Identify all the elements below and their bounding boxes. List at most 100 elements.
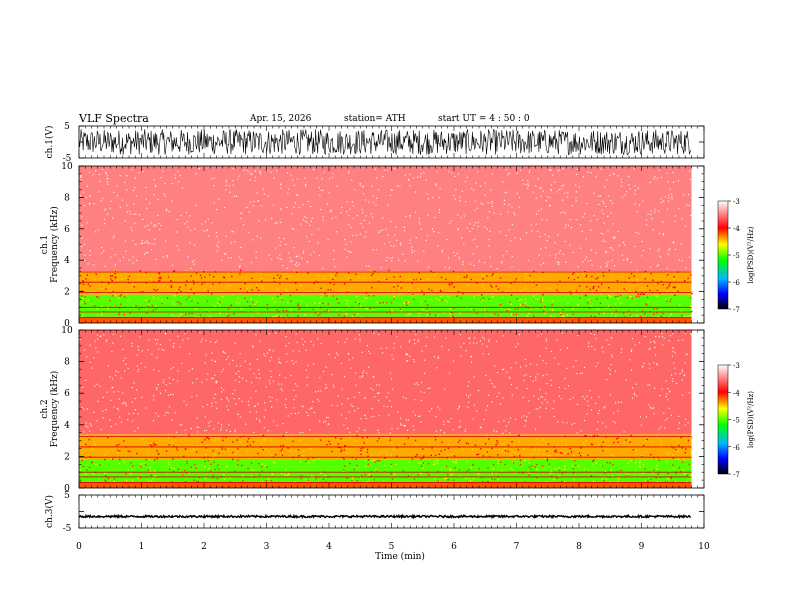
ch2-spectrogram-speckle xyxy=(158,370,160,372)
ch1-spectrogram-speckle xyxy=(193,293,195,295)
ch1-spectrogram-speckle xyxy=(527,259,529,262)
ch2-spectrogram-speckle xyxy=(164,414,166,416)
ch1-spectrogram-speckle xyxy=(308,240,311,242)
ch2-spectrogram-speckle xyxy=(431,408,433,410)
ch1-spectrogram-speckle xyxy=(260,237,262,239)
ch2-spectrogram-speckle xyxy=(684,424,686,426)
ch1-spectrogram-speckle xyxy=(539,285,541,287)
ch1-spectrogram-speckle xyxy=(546,240,548,242)
ch2-spectrogram-speckle xyxy=(386,396,388,398)
ch1-spectrogram-speckle xyxy=(165,208,167,210)
ch1-spectrogram-speckle xyxy=(348,273,350,276)
ch2-spectrogram-speckle xyxy=(601,478,603,481)
ch1-spectrogram-speckle xyxy=(262,188,264,190)
ch1-spectrogram-speckle xyxy=(658,233,661,235)
ch1-spectrogram-speckle xyxy=(185,299,188,301)
ch1-spectrogram-speckle xyxy=(366,308,369,310)
ch2-spectrogram-speckle xyxy=(633,394,635,396)
ch2-spectrogram-speckle xyxy=(415,334,417,336)
ch2-spectrogram-speckle xyxy=(270,376,272,378)
ch2-spectrogram-speckle xyxy=(617,437,619,439)
ch2-spectrogram-speckle xyxy=(125,479,128,482)
ch1-spectrogram-speckle xyxy=(595,252,597,254)
ch2-spectrogram-speckle xyxy=(440,450,442,452)
ch2-spectrogram-speckle xyxy=(204,466,206,468)
ch1-spectrogram-speckle xyxy=(186,280,188,282)
ch2-spectrogram-speckle xyxy=(652,472,654,474)
ch2-spectrogram-speckle xyxy=(171,419,173,421)
ch1-spectrogram-speckle xyxy=(198,316,201,318)
ch2-spectrogram-speckle xyxy=(386,437,388,439)
ch1-spectrogram-speckle xyxy=(650,213,652,216)
ch2-spectrogram-speckle xyxy=(86,356,88,358)
ch2-spectrogram-speckle xyxy=(211,405,213,407)
ch1-spectrogram-speckle xyxy=(295,282,297,284)
ch1-spectrogram-speckle xyxy=(393,245,395,247)
ch2-spectrogram-speckle xyxy=(443,420,445,423)
ch2-spectrogram-speckle xyxy=(529,375,531,378)
ch1-spectrogram-speckle xyxy=(469,230,471,233)
ch1-spectrogram-speckle xyxy=(315,280,317,283)
ch2-spectrogram-speckle xyxy=(665,396,667,398)
ch2-spectrogram-speckle xyxy=(247,400,250,403)
ch2-spectrogram-speckle xyxy=(543,453,545,456)
ch1-spectrogram-speckle xyxy=(510,240,512,242)
ch1-spectrogram-speckle xyxy=(122,256,124,258)
ch1-spectrogram-speckle xyxy=(258,289,260,291)
ch2-spectrogram-speckle xyxy=(671,378,674,380)
ch2-spectrogram-speckle xyxy=(355,458,357,460)
ch2-spectrogram-speckle xyxy=(113,480,115,483)
ch1-spectrogram-speckle xyxy=(690,303,693,305)
ch2-spectrogram-speckle xyxy=(497,454,499,456)
ch2-spectrogram-speckle xyxy=(448,349,450,351)
ch1-spectrogram-speckle xyxy=(615,314,617,317)
ch1-spectrogram-speckle xyxy=(571,205,573,207)
ch1-spectrogram-speckle xyxy=(382,301,384,304)
ch2-spectrogram-speckle xyxy=(278,358,280,360)
ch1-spectrogram-speckle xyxy=(459,196,461,198)
ch1-spectrogram-speckle xyxy=(514,308,516,310)
ch1-spectrogram-speckle xyxy=(250,173,252,175)
ch1-spectrogram-speckle xyxy=(336,298,338,300)
ch2-spectrogram-speckle xyxy=(545,338,547,340)
ch1-spectrogram-speckle xyxy=(569,219,571,221)
ch2-spectrogram-speckle xyxy=(381,451,383,453)
ch1-spectrogram-speckle xyxy=(114,254,116,256)
ch2-spectrogram-speckle xyxy=(525,374,527,376)
ch1-spectrogram-speckle xyxy=(438,209,441,211)
ch1-spectrogram-speckle xyxy=(669,282,671,284)
ch2-spectrogram-speckle xyxy=(494,386,496,388)
ch2-spectrogram-speckle xyxy=(221,391,223,393)
ch1-spectrogram-speckle xyxy=(670,298,672,300)
ch1-spectrogram-speckle xyxy=(179,175,181,177)
ch2-spectrogram-speckle xyxy=(558,395,560,397)
ch1-spectrogram-speckle xyxy=(649,266,652,268)
ch2-spectrogram-speckle xyxy=(102,417,104,419)
ch2-spectrogram-speckle xyxy=(214,453,216,456)
ch1-spectrogram-speckle xyxy=(466,270,468,273)
ch2-spectrogram-speckle xyxy=(167,472,169,474)
ch1-spectrogram-speckle xyxy=(525,184,527,186)
ch2-spectrogram-speckle xyxy=(281,383,283,385)
ch1-spectrogram-speckle xyxy=(258,220,260,222)
ch2-spectrogram-speckle xyxy=(557,421,559,423)
ch2-spectrogram-speckle xyxy=(396,336,398,338)
ch1-spectrogram-speckle xyxy=(509,286,511,288)
ch2-spectrogram-speckle xyxy=(665,380,667,382)
ch1-spectrogram-speckle xyxy=(473,309,475,311)
ch1-spectrogram-speckle xyxy=(378,280,380,283)
ch2-spectrogram-speckle xyxy=(145,407,147,409)
ch2-spectrogram-speckle xyxy=(104,479,106,481)
ch1-spectrogram-speckle xyxy=(590,305,593,307)
ch1-spectrogram-speckle xyxy=(178,288,180,291)
ch2-spectrogram-speckle xyxy=(377,392,380,394)
ch2-spectrogram-speckle xyxy=(391,428,393,430)
ch2-spectrogram-speckle xyxy=(177,380,179,382)
ch2-spectrogram-speckle xyxy=(229,481,231,483)
ch1-spectrogram-speckle xyxy=(601,272,603,274)
ch2-spectrogram-speckle xyxy=(535,376,537,378)
ch1-spectrogram-speckle xyxy=(126,189,128,191)
ch2-spectrogram-speckle xyxy=(359,376,361,378)
ch2-spectrogram-speckle xyxy=(103,334,105,336)
ch2-spectrogram-speckle xyxy=(302,343,304,346)
